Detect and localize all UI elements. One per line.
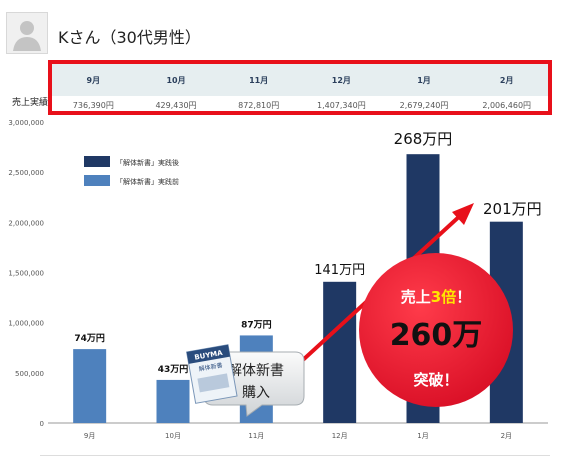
y-tick-label: 1,500,000 xyxy=(8,270,44,278)
badge-headline-post: ！ xyxy=(456,288,471,306)
data-label: 141万円 xyxy=(314,263,365,278)
purchase-callout-line1: 解体新書 xyxy=(228,363,284,379)
x-tick-label: 12月 xyxy=(332,432,348,440)
data-label: 43万円 xyxy=(158,364,189,375)
table-month-header: 2月 xyxy=(499,75,514,85)
data-label: 87万円 xyxy=(241,319,272,330)
data-label: 268万円 xyxy=(394,130,453,148)
badge-multiplier: 3倍 xyxy=(431,288,456,306)
y-tick-label: 2,500,000 xyxy=(8,169,44,177)
chart-legend: 「解体新書」実践後「解体新書」実践前 xyxy=(84,156,179,186)
table-value-cell: 872,810円 xyxy=(238,101,280,110)
data-label: 74万円 xyxy=(74,333,105,344)
x-tick-label: 10月 xyxy=(165,432,181,440)
x-tick-label: 11月 xyxy=(248,432,264,440)
bar xyxy=(323,281,357,423)
legend-label: 「解体新書」実践後 xyxy=(116,158,179,167)
table-month-header: 11月 xyxy=(249,75,269,85)
badge-footer: 突破！ xyxy=(413,371,458,389)
legend-swatch xyxy=(84,175,110,186)
bar xyxy=(73,349,107,423)
book-illustration xyxy=(197,373,230,393)
table-month-header: 10月 xyxy=(166,75,186,85)
y-tick-label: 3,000,000 xyxy=(8,119,44,127)
bar xyxy=(156,379,190,423)
sales-row-label: 売上実績 xyxy=(12,98,48,108)
table-value-cell: 2,679,240円 xyxy=(399,101,449,110)
x-tick-label: 9月 xyxy=(84,432,95,440)
table-value-cell: 2,006,460円 xyxy=(482,101,532,110)
table-value-cell: 1,407,340円 xyxy=(316,101,366,110)
badge-headline-pre: 売上 xyxy=(401,288,431,306)
person-name: Kさん（30代男性） xyxy=(58,28,201,47)
table-value-cell: 736,390円 xyxy=(72,101,114,110)
book-band xyxy=(186,344,231,364)
arrow-head xyxy=(452,203,474,225)
y-tick-label: 0 xyxy=(40,420,44,428)
legend-swatch xyxy=(84,156,110,167)
table-month-header: 9月 xyxy=(86,75,101,85)
purchase-callout-line2: 購入 xyxy=(242,385,270,401)
x-tick-label: 1月 xyxy=(417,432,428,440)
monthly-sales-table: 9月 10月 11月 12月 1月 2月 736,390円 429,430円 8… xyxy=(48,60,552,115)
legend-label: 「解体新書」実践前 xyxy=(116,177,179,186)
profile-header: Kさん（30代男性） xyxy=(0,0,563,62)
badge-headline: 売上3倍！ xyxy=(401,288,471,306)
divider xyxy=(40,455,550,456)
user-silhouette-icon xyxy=(13,21,41,51)
data-label: 201万円 xyxy=(483,200,542,218)
table-month-header: 1月 xyxy=(417,75,431,85)
x-tick-label: 2月 xyxy=(501,432,512,440)
table-month-header: 12月 xyxy=(331,75,351,85)
y-tick-label: 500,000 xyxy=(15,370,44,378)
badge-amount: 260万 xyxy=(390,318,483,353)
sales-growth-badge xyxy=(359,253,513,407)
table-header-row: 9月 10月 11月 12月 1月 2月 xyxy=(52,64,548,96)
y-tick-label: 2,000,000 xyxy=(8,219,44,227)
y-tick-label: 1,000,000 xyxy=(8,320,44,328)
table-row: 736,390円 429,430円 872,810円 1,407,340円 2,… xyxy=(52,96,548,115)
avatar xyxy=(6,12,48,54)
table-value-cell: 429,430円 xyxy=(155,101,197,110)
